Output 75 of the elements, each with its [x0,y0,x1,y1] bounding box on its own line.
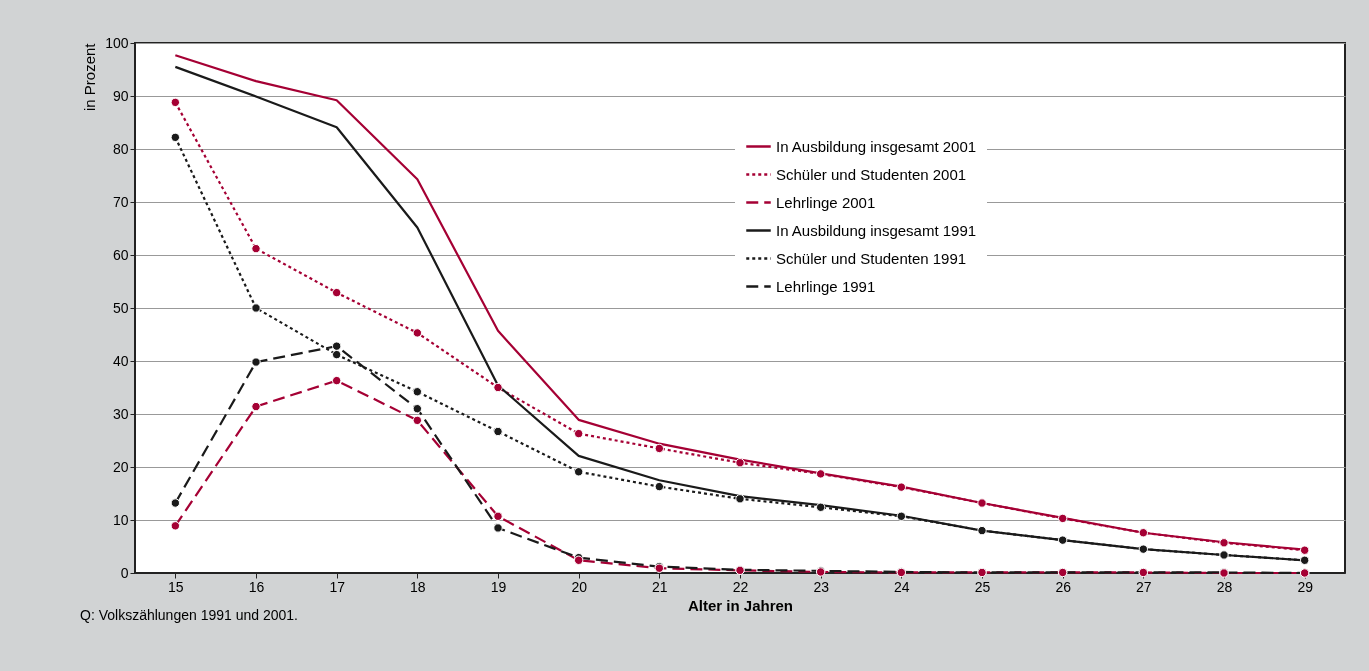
point [654,481,665,492]
x-tick-label: 18 [410,578,426,595]
point [735,494,745,504]
legend-label: Schüler und Studenten 2001 [776,165,967,183]
x-tick-label: 22 [732,578,749,595]
point [331,287,342,298]
y-tick-label: 60 [112,246,129,263]
y-tick-label: 30 [112,405,129,422]
point [331,349,342,360]
point [412,404,423,414]
x-tick-label: 17 [329,578,346,595]
point [493,426,503,437]
legend-label: Lehrlinge 2001 [776,193,876,211]
y-axis-title: in Prozent [80,42,98,112]
point [735,458,745,468]
point [1219,550,1229,560]
y-tick-label: 10 [112,511,129,528]
x-tick-label: 19 [490,578,507,595]
x-tick-label: 25 [974,578,991,595]
point [170,521,181,531]
point [1219,538,1229,548]
point [815,469,826,479]
point [170,97,181,108]
point [251,243,261,254]
legend-label: Lehrlinge 1991 [776,277,876,295]
y-tick-label: 50 [112,299,129,316]
point [1057,513,1068,524]
point [815,502,826,512]
x-tick-label: 23 [813,578,830,595]
point [170,498,181,508]
legend-label: In Ausbildung insgesamt 1991 [776,221,977,239]
point [1057,535,1068,545]
point [1138,528,1149,538]
point [1299,545,1310,555]
point [573,428,584,439]
point [251,303,261,313]
point [251,401,261,412]
point [251,357,261,367]
x-axis-title: Alter in Jahren [687,596,794,614]
point [412,415,423,426]
point [493,523,503,533]
y-tick-label: 100 [105,34,129,51]
point [573,467,584,477]
point [412,387,423,397]
x-tick-label: 24 [894,578,910,595]
point [331,375,342,386]
x-tick-label: 16 [248,578,265,595]
point [977,498,987,508]
point [896,511,907,521]
x-tick-label: 15 [168,578,184,595]
legend-label: Schüler und Studenten 1991 [776,249,967,267]
y-tick-label: 90 [112,87,129,104]
point [1299,555,1310,565]
point [331,341,342,351]
x-tick-label: 20 [571,578,588,595]
text: Q: Volkszählungen 1991 und 2001. [80,607,298,623]
point [493,382,503,393]
legend-label: In Ausbildung insgesamt 2001 [776,137,977,155]
y-tick-label: 40 [112,352,129,369]
x-tick-label: 26 [1055,578,1072,595]
point [493,511,503,521]
x-tick-label: 29 [1297,578,1314,595]
point [1138,544,1149,554]
y-tick-label: 0 [120,564,129,581]
point [977,525,987,536]
y-tick-label: 20 [112,458,129,475]
point [170,132,181,143]
x-tick-label: 21 [652,578,668,595]
point [654,443,665,454]
x-tick-label: 28 [1216,578,1233,595]
point [896,482,907,492]
x-tick-label: 27 [1136,578,1152,595]
y-tick-label: 70 [112,193,129,210]
point [412,328,423,338]
y-tick-label: 80 [112,140,129,157]
